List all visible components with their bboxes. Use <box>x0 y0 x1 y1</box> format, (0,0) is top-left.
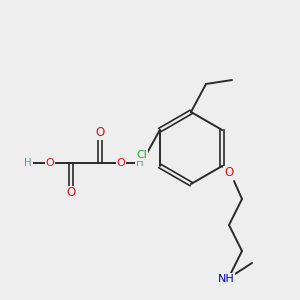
Text: H: H <box>24 158 32 168</box>
Text: O: O <box>95 127 105 140</box>
Text: O: O <box>117 158 125 168</box>
Text: O: O <box>46 158 54 168</box>
Text: NH: NH <box>218 274 234 284</box>
Text: Cl: Cl <box>136 150 147 160</box>
Text: H: H <box>136 158 144 168</box>
Text: O: O <box>224 167 234 179</box>
Text: O: O <box>66 187 76 200</box>
